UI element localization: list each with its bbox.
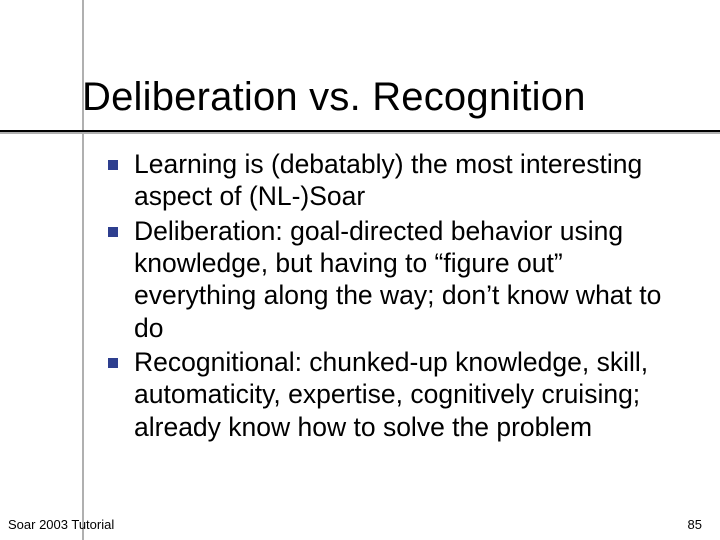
list-item: Learning is (debatably) the most interes… — [108, 148, 692, 213]
slide: Deliberation vs. Recognition Learning is… — [0, 0, 720, 540]
list-item: Deliberation: goal-directed behavior usi… — [108, 215, 692, 344]
footer-left: Soar 2003 Tutorial — [8, 517, 114, 532]
bullet-text: Learning is (debatably) the most interes… — [134, 148, 692, 213]
title-container: Deliberation vs. Recognition — [82, 76, 700, 118]
list-item: Recognitional: chunked-up knowledge, ski… — [108, 346, 692, 443]
bullet-square-icon — [108, 227, 118, 237]
bullet-list: Learning is (debatably) the most interes… — [108, 148, 692, 443]
bullet-text: Deliberation: goal-directed behavior usi… — [134, 215, 692, 344]
bullet-text: Recognitional: chunked-up knowledge, ski… — [134, 346, 692, 443]
title-underline-gray — [0, 132, 720, 134]
bullet-square-icon — [108, 358, 118, 368]
bullet-square-icon — [108, 160, 118, 170]
page-number: 85 — [688, 517, 702, 532]
body-area: Learning is (debatably) the most interes… — [108, 148, 692, 445]
slide-title: Deliberation vs. Recognition — [82, 76, 700, 118]
